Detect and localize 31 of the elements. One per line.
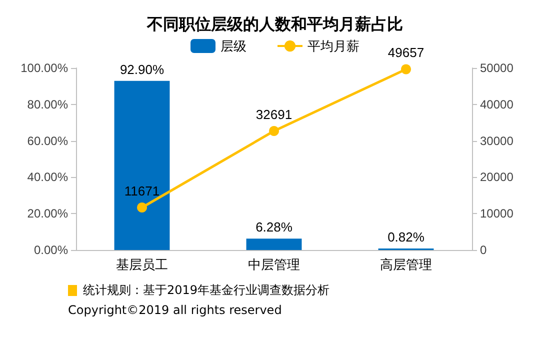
y2-tick-label: 20000 — [480, 170, 514, 184]
y-tick-label: 20.00% — [27, 206, 68, 221]
text: 统计规则：基于2019年基金行业调查数据分析 — [83, 282, 330, 299]
y-tick-label: 100.00% — [20, 61, 68, 75]
data-label: 0.82% — [388, 230, 425, 245]
legend-label: 平均月薪 — [308, 38, 360, 54]
text: Copyright©2019 all rights reserved — [68, 302, 282, 319]
y2-tick-label: 30000 — [480, 134, 514, 148]
point — [269, 126, 279, 136]
y-tick-label: 40.00% — [27, 170, 68, 184]
point — [137, 202, 147, 213]
y2-tick-label: 50000 — [480, 61, 514, 75]
point — [401, 64, 411, 74]
y2-tick-label: 0 — [480, 243, 487, 257]
data-label: 49657 — [388, 45, 424, 60]
data-label: 11671 — [124, 184, 160, 199]
data-label: 92.90% — [120, 62, 164, 77]
legend-label: 层级 — [220, 38, 246, 54]
chart-title: 不同职位层级的人数和平均月薪占比 — [146, 16, 403, 34]
y-tick-label: 60.00% — [27, 134, 68, 148]
bar — [246, 238, 302, 250]
y-tick-label: 0.00% — [34, 243, 68, 257]
x-tick-label: 基层员工 — [116, 257, 168, 272]
x-tick-label: 高层管理 — [380, 257, 432, 272]
bar — [114, 80, 170, 250]
y2-tick-label: 10000 — [480, 206, 514, 221]
x-tick-label: 中层管理 — [248, 257, 300, 272]
data-label: 32691 — [256, 107, 292, 122]
y2-tick-label: 40000 — [480, 97, 514, 112]
y-tick-label: 80.00% — [27, 97, 68, 112]
data-label: 6.28% — [256, 220, 293, 235]
